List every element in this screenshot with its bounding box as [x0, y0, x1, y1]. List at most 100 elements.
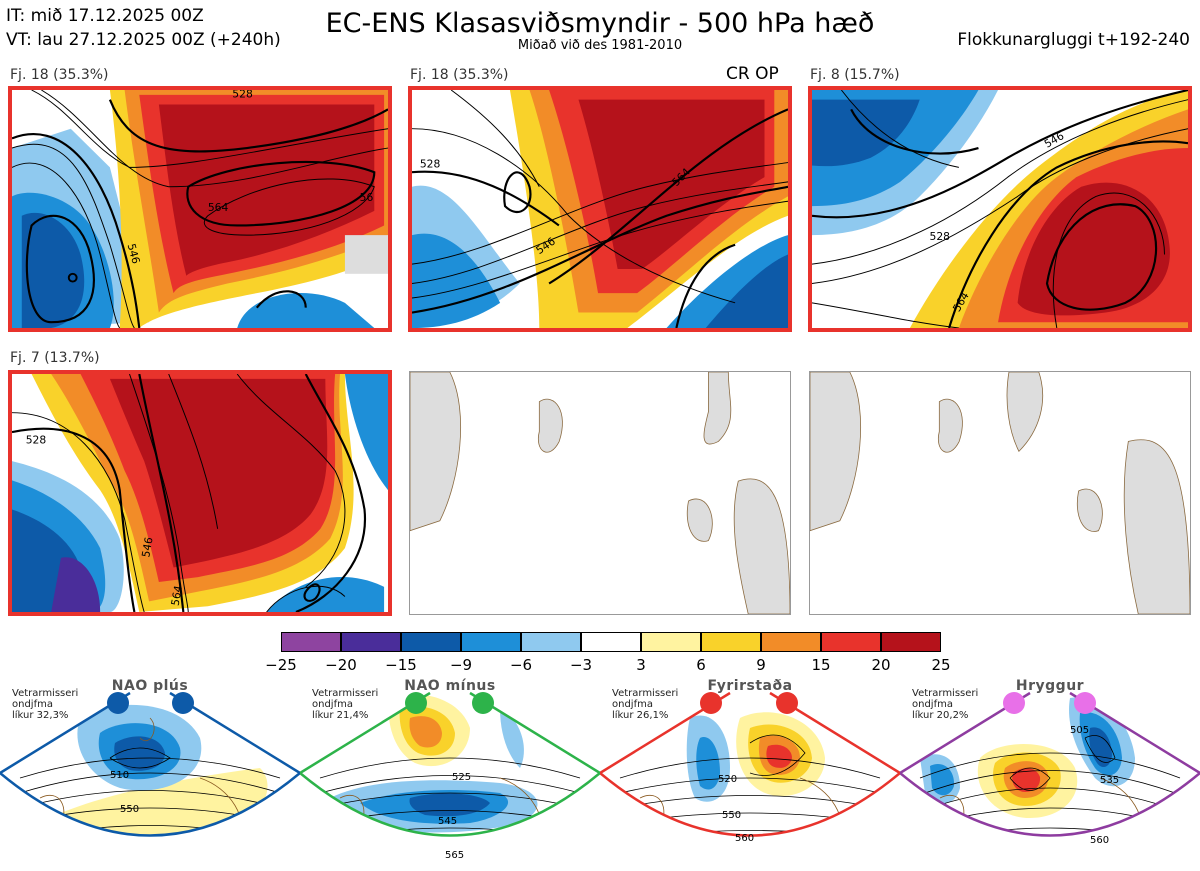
- regime-3-marker-right: [776, 692, 798, 714]
- contour-label-528-2: 528: [420, 157, 441, 170]
- colorbar-tick: −6: [509, 656, 533, 674]
- colorbar-tick: −15: [385, 656, 417, 674]
- colorbar-tick: −20: [325, 656, 357, 674]
- regime-3-months: ondjfma: [612, 699, 653, 710]
- colorbar-tick: −25: [265, 656, 297, 674]
- anomaly-neg-15: [51, 557, 101, 612]
- regime-3-marker-left: [700, 692, 722, 714]
- colorbar-tick: −3: [569, 656, 593, 674]
- regime-4-contour-505: 505: [1070, 725, 1089, 736]
- empty-map-2: [810, 372, 1190, 614]
- panel-2-extra: CR OP: [726, 64, 779, 84]
- regime-3-contour-550: 550: [722, 810, 741, 821]
- regime-4-months: ondjfma: [912, 699, 953, 710]
- land-greenland-2: [810, 372, 862, 532]
- regime-nao-plus: 510 550 NAO plús Vetrarmisseri ondjfma l…: [0, 678, 300, 871]
- land-svalbard-2: [1006, 372, 1044, 453]
- panel-4-label: Fj. 7 (13.7%): [10, 350, 100, 366]
- header-times: IT: mið 17.12.2025 00Z VT: lau 27.12.202…: [6, 4, 281, 52]
- anomaly-pos-16: [109, 378, 328, 568]
- colorbar-cell: [461, 632, 521, 652]
- initial-time: IT: mið 17.12.2025 00Z: [6, 6, 204, 26]
- regime-3-contour-520: 520: [718, 774, 737, 785]
- regime-4-marker-right: [1074, 692, 1096, 714]
- panel-2-label: Fj. 18 (35.3%): [410, 67, 509, 83]
- regime-4-contour-560: 560: [1090, 835, 1109, 846]
- anomaly-neg-4: [237, 293, 375, 328]
- regime-1-name: NAO plús: [111, 678, 189, 694]
- regime-4-name: Hryggur: [1015, 678, 1085, 694]
- colorbar-tick: 20: [871, 656, 891, 674]
- regime-1-probability: Vetrarmisseri ondjfma líkur 32,3%: [12, 688, 78, 721]
- regime-1-marker-right: [172, 692, 194, 714]
- regime-1-season: Vetrarmisseri: [12, 688, 79, 699]
- colorbar-tick: 15: [811, 656, 831, 674]
- cluster-panel-1: 546 564 56 528: [8, 86, 392, 332]
- panel-1-label: Fj. 18 (35.3%): [10, 67, 109, 83]
- anomaly-neg-6: [412, 233, 501, 328]
- colorbar-cell: [581, 632, 641, 652]
- land-europe-2: [1123, 439, 1190, 614]
- cluster-panel-2: 528 546 564: [408, 86, 792, 332]
- chart-subtitle: Miðað við des 1981-2010: [517, 38, 683, 53]
- colorbar-cell: [881, 632, 941, 652]
- land-svalbard: [703, 372, 732, 445]
- regime-2-contour-545: 545: [438, 816, 457, 827]
- anomaly-neg-16: [344, 374, 388, 491]
- low-center-1: [67, 272, 78, 283]
- empty-map-1: [410, 372, 790, 614]
- classification-window: Flokkunargluggi t+192-240: [957, 30, 1190, 50]
- cluster-map-4: 528 546 564: [12, 374, 388, 612]
- regime-2-season: Vetrarmisseri: [312, 688, 379, 699]
- land-uk: [686, 498, 713, 542]
- regime-1-months: ondjfma: [12, 699, 53, 710]
- contour-label-564-1: 564: [208, 201, 229, 214]
- colorbar-tick: 9: [756, 656, 766, 674]
- contour-label-528-1: 528: [232, 90, 253, 101]
- regime-1-contour-550: 550: [120, 804, 139, 815]
- land-greenland: [410, 372, 462, 532]
- regime-blocking: 520 550 560 Fyrirstaða Vetrarmisseri ond…: [600, 678, 900, 871]
- regime-2-probability: Vetrarmisseri ondjfma líkur 21,4%: [312, 688, 378, 721]
- cluster-map-2: 528 546 564: [412, 90, 788, 328]
- regime-3-likelihood: líkur 26,1%: [612, 710, 669, 721]
- regime-4-marker-left: [1003, 692, 1025, 714]
- colorbar-tick: 6: [696, 656, 706, 674]
- regime-2-contour-525: 525: [452, 772, 471, 783]
- regime-2-contour-565: 565: [445, 850, 464, 861]
- regime-1-likelihood: líkur 32,3%: [12, 710, 69, 721]
- colorbar-cell: [701, 632, 761, 652]
- land-iceland: [537, 398, 563, 453]
- colorbar-cell: [281, 632, 341, 652]
- contour-label-546-4: 546: [139, 536, 155, 558]
- colorbar-cell: [521, 632, 581, 652]
- regime-2-marker-right: [472, 692, 494, 714]
- valid-time: VT: lau 27.12.2025 00Z (+240h): [6, 30, 281, 50]
- regime-2-months: ondjfma: [312, 699, 353, 710]
- colorbar-tick: −9: [449, 656, 473, 674]
- anomaly-pos-4: [158, 104, 375, 276]
- contour-label-56-1: 56: [360, 191, 374, 204]
- regime-2-name: NAO mínus: [404, 678, 496, 694]
- regime-4-contour-535: 535: [1100, 775, 1119, 786]
- empty-map-panel-2: [809, 371, 1191, 615]
- anomaly-neg-11: [812, 99, 920, 167]
- regime-ridge: 505 535 560 Hryggur Vetrarmisseri ondjfm…: [900, 678, 1200, 871]
- regime-2-likelihood: líkur 21,4%: [312, 710, 369, 721]
- colorbar-cell: [821, 632, 881, 652]
- colorbar-cell: [761, 632, 821, 652]
- regime-3-name: Fyrirstaða: [707, 678, 793, 694]
- colorbar-cell: [401, 632, 461, 652]
- regime-1-contour-510: 510: [110, 770, 129, 781]
- anomaly-pos-12: [1017, 182, 1170, 316]
- cluster-map-3: 528 546 564: [812, 90, 1188, 328]
- regime-4-probability: Vetrarmisseri ondjfma líkur 20,2%: [912, 688, 978, 721]
- regime-3-probability: Vetrarmisseri ondjfma líkur 26,1%: [612, 688, 678, 721]
- contour-label-546-1: 546: [125, 242, 143, 265]
- chart-title: EC-ENS Klasasviðsmyndir - 500 hPa hæð: [325, 8, 875, 39]
- land-uk-2: [1077, 488, 1103, 532]
- contour-label-528-4: 528: [26, 434, 47, 447]
- regime-3-contour-560: 560: [735, 833, 754, 844]
- land-mask: [344, 235, 388, 274]
- land-iceland-2: [937, 398, 963, 453]
